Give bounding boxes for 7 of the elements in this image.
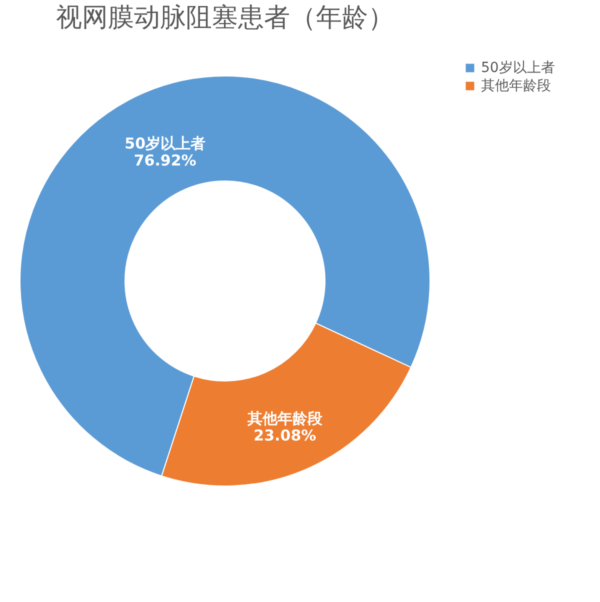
legend-label: 50岁以上者 (481, 60, 555, 76)
data-label: 23.08% (254, 426, 316, 445)
chart-title: 视网膜动脉阻塞患者（年龄） (56, 3, 394, 33)
slice-label: 其他年龄段 (246, 410, 324, 428)
slice-label: 50岁以上者 (124, 134, 206, 152)
legend-label: 其他年龄段 (481, 78, 551, 94)
data-label: 76.92% (134, 151, 196, 170)
